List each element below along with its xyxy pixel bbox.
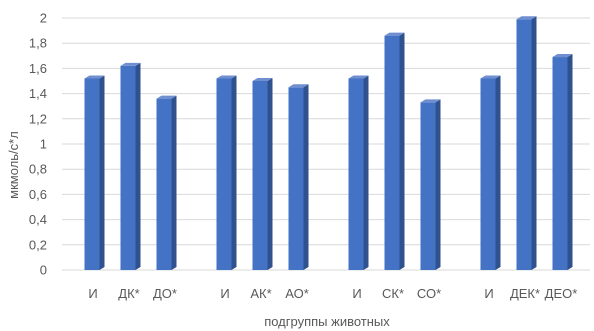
bar-side (267, 78, 273, 270)
bar-front (120, 65, 136, 270)
bar (288, 84, 309, 270)
x-tick-label: И (352, 286, 361, 301)
y-tick-label: 1,6 (29, 61, 47, 76)
x-tick-label: ДЕО* (545, 286, 578, 301)
bar-top (516, 16, 537, 20)
x-axis-ticks: И ДК* ДО* И АК* АО* И СК* СО* И ДЕК* ДЕО* (88, 286, 577, 301)
bar-front (348, 78, 364, 270)
bar (156, 95, 177, 270)
bar-top (348, 75, 369, 79)
bar (120, 62, 141, 270)
bar-front (84, 78, 100, 270)
x-axis-title: подгруппы животных (264, 314, 390, 329)
x-tick-label: ДК* (118, 286, 139, 301)
bar-side (435, 99, 441, 270)
y-tick-label: 1,8 (29, 36, 47, 51)
bar-front (516, 19, 532, 271)
gridlines (62, 17, 590, 271)
bar-front (216, 78, 232, 270)
x-tick-label: И (220, 286, 229, 301)
bar-top (252, 78, 273, 81)
bar-top (420, 99, 441, 103)
y-tick-label: 0 (40, 263, 47, 278)
bar-top (156, 95, 177, 99)
bar-side (303, 84, 309, 270)
bar-front (480, 78, 496, 270)
y-axis-ticks: 0 0,2 0,4 0,6 0,8 1 1,2 1,4 1,6 1,8 2 (29, 11, 47, 278)
x-tick-label: АК* (250, 286, 271, 301)
x-tick-label: ДО* (153, 286, 177, 301)
y-tick-label: 0,8 (29, 162, 47, 177)
bar (420, 99, 441, 270)
y-tick-label: 2 (40, 11, 47, 26)
bar (252, 78, 273, 270)
bar (384, 32, 405, 270)
bar-side (495, 75, 501, 270)
x-tick-label: И (484, 286, 493, 301)
bar-front (384, 35, 400, 270)
x-tick-label: АО* (285, 286, 309, 301)
y-axis-title: мкмоль/с*л (6, 131, 21, 199)
bar-front (420, 102, 436, 270)
y-tick-label: 0,6 (29, 187, 47, 202)
bar (552, 54, 573, 271)
bar-top (120, 62, 141, 66)
bar-side (99, 75, 105, 270)
bar-front (552, 57, 568, 271)
bar-side (135, 62, 141, 270)
bar-side (231, 75, 237, 270)
y-tick-label: 1,4 (29, 86, 47, 101)
bar (216, 75, 237, 270)
bar-top (84, 75, 105, 79)
bar (516, 16, 537, 271)
x-tick-label: СК* (382, 286, 404, 301)
bar-top (216, 75, 237, 79)
bar-top (552, 54, 573, 58)
bar-side (567, 54, 573, 271)
bar-side (363, 75, 369, 270)
x-tick-label: И (88, 286, 97, 301)
y-tick-label: 0,4 (29, 212, 47, 227)
bar-top (384, 32, 405, 36)
bars (84, 16, 573, 271)
bar-top (480, 75, 501, 79)
bar-front (156, 98, 172, 270)
bar (84, 75, 105, 270)
y-tick-label: 1,2 (29, 111, 47, 126)
bar-side (399, 32, 405, 270)
bar (348, 75, 369, 270)
bar-top (288, 84, 309, 88)
bar-side (531, 16, 537, 271)
x-tick-label: ДЕК* (510, 286, 540, 301)
bar-front (252, 81, 268, 270)
bar-side (171, 95, 177, 270)
y-tick-label: 1 (40, 137, 47, 152)
x-tick-label: СО* (417, 286, 441, 301)
bar-front (288, 87, 304, 270)
y-tick-label: 0,2 (29, 237, 47, 252)
bar (480, 75, 501, 270)
